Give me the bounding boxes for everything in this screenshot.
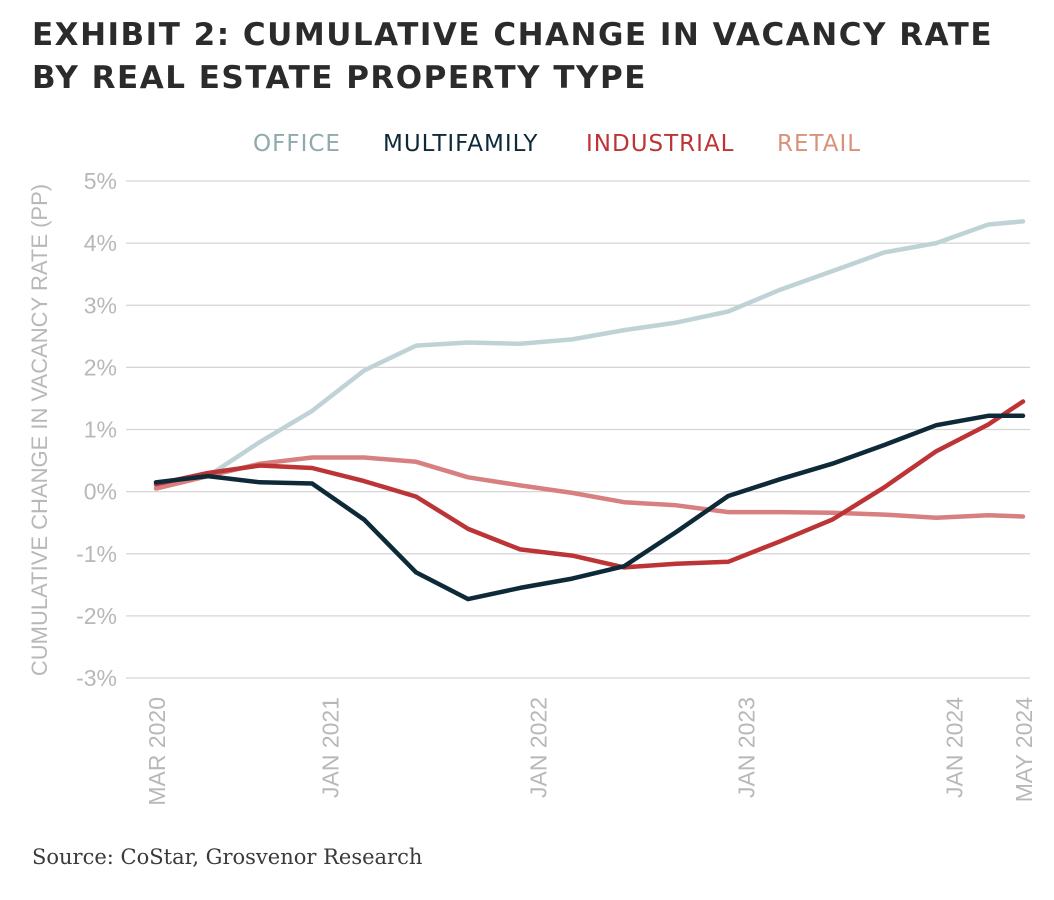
series-line-office [153, 219, 1026, 488]
source-note: Source: CoStar, Grosvenor Research [32, 845, 423, 869]
legend-item-industrial: INDUSTRIAL [586, 131, 735, 157]
line-chart: OFFICE MULTIFAMILY INDUSTRIAL RETAIL 5% 4% 3%… [27, 131, 1037, 806]
series-line-multifamily [153, 413, 1026, 602]
series-line-industrial [153, 399, 1026, 570]
legend-item-office: OFFICE [253, 131, 341, 157]
y-axis-ticks: 5% 4% 3% 2% 1% 0% -1% -2% -3% [76, 168, 117, 691]
y-tick-label: 0% [84, 479, 117, 505]
chart-legend: OFFICE MULTIFAMILY INDUSTRIAL RETAIL [253, 131, 861, 157]
series-line-retail [153, 455, 1026, 520]
x-tick-label: MAR 2020 [144, 697, 170, 806]
chart-title-line-2: BY REAL ESTATE PROPERTY TYPE [32, 60, 647, 96]
x-tick-label: JAN 2021 [317, 697, 343, 798]
x-tick-label: JAN 2023 [734, 697, 760, 798]
y-tick-label: -3% [76, 665, 117, 691]
chart-grid [126, 180, 1030, 679]
x-tick-label: JAN 2022 [525, 697, 551, 798]
x-axis-ticks: MAR 2020 JAN 2021 JAN 2022 JAN 2023 JAN 2024… [144, 697, 1037, 806]
y-tick-label: 4% [84, 230, 117, 256]
y-tick-label: 2% [84, 354, 117, 380]
legend-item-retail: RETAIL [777, 131, 861, 157]
x-tick-label: MAY 2024 [1011, 697, 1037, 802]
chart-series [153, 219, 1026, 602]
y-tick-label: -1% [76, 541, 117, 567]
y-tick-label: 1% [84, 417, 117, 443]
chart-title-line-1: EXHIBIT 2: CUMULATIVE CHANGE IN VACANCY … [32, 17, 993, 53]
y-tick-label: -2% [76, 603, 117, 629]
y-axis-title: CUMULATIVE CHANGE IN VACANCY RATE (PP) [27, 184, 52, 676]
y-tick-label: 5% [84, 168, 117, 194]
y-tick-label: 3% [84, 292, 117, 318]
chart-title: EXHIBIT 2: CUMULATIVE CHANGE IN VACANCY … [32, 14, 1032, 100]
legend-item-multifamily: MULTIFAMILY [383, 131, 538, 157]
x-tick-label: JAN 2024 [942, 697, 968, 798]
